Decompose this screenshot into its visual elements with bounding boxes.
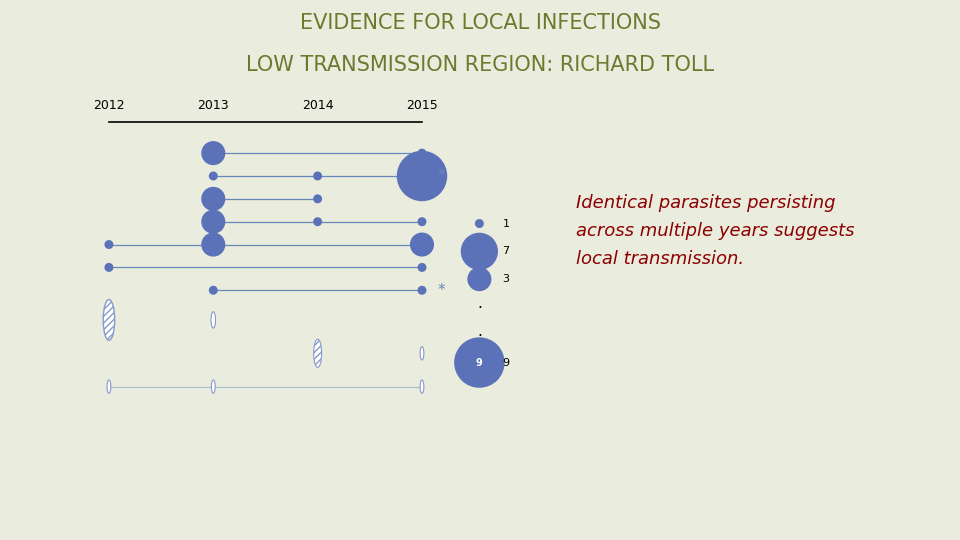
Point xyxy=(415,218,430,226)
Text: 2014: 2014 xyxy=(301,99,333,112)
Circle shape xyxy=(211,380,215,393)
Text: .: . xyxy=(477,296,482,310)
Point xyxy=(310,194,325,203)
Point xyxy=(205,149,221,158)
Text: 9: 9 xyxy=(476,357,483,368)
Text: 2015: 2015 xyxy=(406,99,438,112)
Point xyxy=(415,286,430,295)
Point xyxy=(415,263,430,272)
Circle shape xyxy=(104,300,114,340)
Point xyxy=(471,275,487,284)
Point xyxy=(205,194,221,203)
Circle shape xyxy=(314,339,322,367)
Circle shape xyxy=(420,347,424,360)
Point xyxy=(310,218,325,226)
Point xyxy=(471,219,487,228)
Circle shape xyxy=(420,380,424,393)
Text: 3: 3 xyxy=(502,274,510,284)
Point xyxy=(415,149,430,158)
Point xyxy=(205,218,221,226)
Text: 7: 7 xyxy=(502,246,510,256)
Text: Identical parasites persisting
across multiple years suggests
local transmission: Identical parasites persisting across mu… xyxy=(576,194,854,268)
Circle shape xyxy=(108,380,110,393)
Point xyxy=(101,263,116,272)
Text: 1: 1 xyxy=(502,219,510,228)
Text: EVIDENCE FOR LOCAL INFECTIONS: EVIDENCE FOR LOCAL INFECTIONS xyxy=(300,12,660,33)
Text: .: . xyxy=(477,323,482,339)
Text: *: * xyxy=(438,283,445,298)
Point xyxy=(205,172,221,180)
Point xyxy=(205,240,221,249)
Text: LOW TRANSMISSION REGION: RICHARD TOLL: LOW TRANSMISSION REGION: RICHARD TOLL xyxy=(246,55,714,75)
Text: 2013: 2013 xyxy=(198,99,229,112)
Point xyxy=(101,240,116,249)
Text: 2012: 2012 xyxy=(93,99,125,112)
Text: 9: 9 xyxy=(502,357,510,368)
Point xyxy=(415,240,430,249)
Point xyxy=(310,172,325,180)
Point xyxy=(471,358,487,367)
Point xyxy=(415,172,430,180)
Point xyxy=(205,286,221,295)
Point xyxy=(471,247,487,255)
Text: *: * xyxy=(438,168,445,184)
Circle shape xyxy=(211,312,216,328)
